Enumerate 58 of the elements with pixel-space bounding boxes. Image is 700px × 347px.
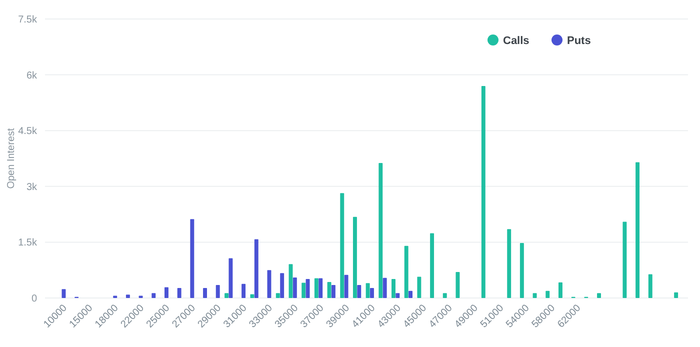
legend-label: Calls [503,34,530,47]
bar [622,222,627,298]
bar [352,216,357,298]
legend-label: Puts [567,34,591,47]
bar [152,293,156,298]
bar [378,162,383,298]
bar [203,288,207,298]
bar [224,293,229,298]
bar [366,283,370,298]
bar [340,193,344,298]
y-tick-label: 4.5k [18,126,38,138]
bar [648,274,652,298]
bar [216,284,220,298]
bar [396,293,400,298]
bar [344,274,348,298]
bar [481,86,486,298]
bar [62,289,66,298]
bar [507,229,512,298]
bar [250,294,254,298]
y-tick-label: 3k [26,182,38,193]
bar [520,242,524,298]
bar [532,293,537,298]
bar [331,284,336,298]
bar [280,273,284,298]
bar [382,278,387,298]
y-tick-label: 0 [31,294,38,304]
bar [267,270,272,298]
bar [254,239,258,298]
bar [357,284,362,298]
bar [408,290,412,298]
bar [292,278,297,298]
y-axis-title: Open Interest [6,128,17,189]
bar [242,284,246,298]
y-tick-label: 6k [26,70,38,82]
bar [456,272,460,298]
bar [546,290,550,298]
bar [417,276,422,298]
bar [558,282,562,298]
bar [442,293,447,298]
y-tick-label: 1.5k [18,238,38,249]
bar [126,294,130,298]
bar [327,282,332,298]
bar [636,162,640,298]
bar [314,278,318,298]
bar [190,219,194,298]
bar [276,293,280,298]
y-tick-label: 7.5k [18,14,38,26]
bar [228,258,233,298]
bar [302,282,306,298]
bar [318,278,323,298]
bar [404,246,408,298]
bar [370,288,374,298]
bar [430,233,434,298]
bar [177,288,182,298]
bar [674,292,678,298]
bar [597,293,601,298]
bar [164,287,168,298]
bar [392,279,396,298]
